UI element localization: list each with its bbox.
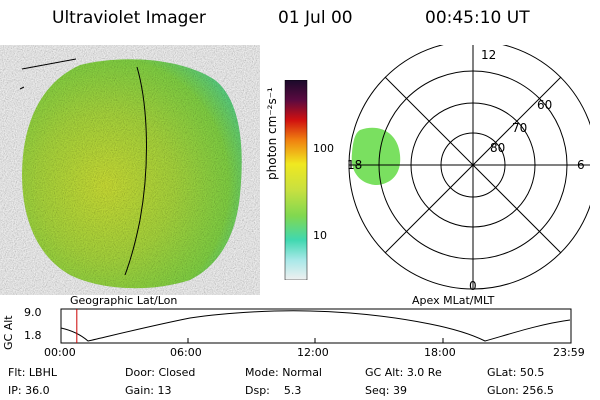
xtick-1200: 12:00 [297,346,329,359]
apex-caption: Apex MLat/MLT [412,294,495,307]
mlt-label-0: 0 [469,279,477,293]
lat-label-70: 70 [512,121,527,135]
status-dsp: Dsp: 5.3 [245,384,302,397]
auroral-oval [351,127,401,185]
colorbar-tick-10: 10 [313,229,327,242]
status-door: Door: Closed [125,366,196,379]
disk-emission [22,59,242,289]
status-mode: Mode: Normal [245,366,322,379]
altitude-ytick-low: 1.8 [24,329,42,342]
mlt-label-18: 18 [347,158,362,172]
colorbar-unit-label: photon cm⁻²s⁻¹ [265,87,279,180]
geographic-caption: Geographic Lat/Lon [70,294,178,307]
polar-plot: 12 6 0 18 60 70 80 [347,45,590,293]
time-label: 00:45:10 UT [425,8,530,28]
xtick-1800: 18:00 [424,346,456,359]
mlt-label-6: 6 [577,158,585,172]
mlt-label-12: 12 [481,48,496,62]
xtick-0000: 00:00 [44,346,76,359]
limb-mark-small [19,86,25,90]
status-ip: IP: 36.0 [8,384,50,397]
instrument-title: Ultraviolet Imager [52,8,206,28]
status-glat: GLat: 50.5 [487,366,545,379]
status-gain: Gain: 13 [125,384,172,397]
colorbar-tick-100: 100 [313,142,334,155]
lat-label-60: 60 [537,98,552,112]
colorbar [284,80,308,280]
status-flt: Flt: LBHL [8,366,57,379]
status-seq: Seq: 39 [365,384,407,397]
earth-disk-image [19,58,242,289]
xtick-0600: 06:00 [170,346,202,359]
date-label: 01 Jul 00 [278,8,353,28]
status-glon: GLon: 256.5 [487,384,554,397]
altitude-ylabel: GC Alt [2,315,15,350]
altitude-ytick-high: 9.0 [24,306,42,319]
lat-label-80: 80 [490,141,505,155]
altitude-curve [60,310,571,342]
terminator-line [124,66,147,276]
xtick-2359: 23:59 [553,346,585,359]
altitude-plot [60,308,572,344]
status-gcalt: GC Alt: 3.0 Re [365,366,442,379]
limb-mark [21,58,77,70]
